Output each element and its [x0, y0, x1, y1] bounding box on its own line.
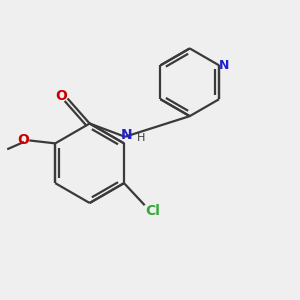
Text: Cl: Cl: [146, 203, 160, 218]
Text: O: O: [17, 133, 29, 146]
Text: N: N: [219, 59, 230, 72]
Text: H: H: [137, 133, 146, 143]
Text: O: O: [55, 89, 67, 103]
Text: N: N: [121, 128, 132, 142]
